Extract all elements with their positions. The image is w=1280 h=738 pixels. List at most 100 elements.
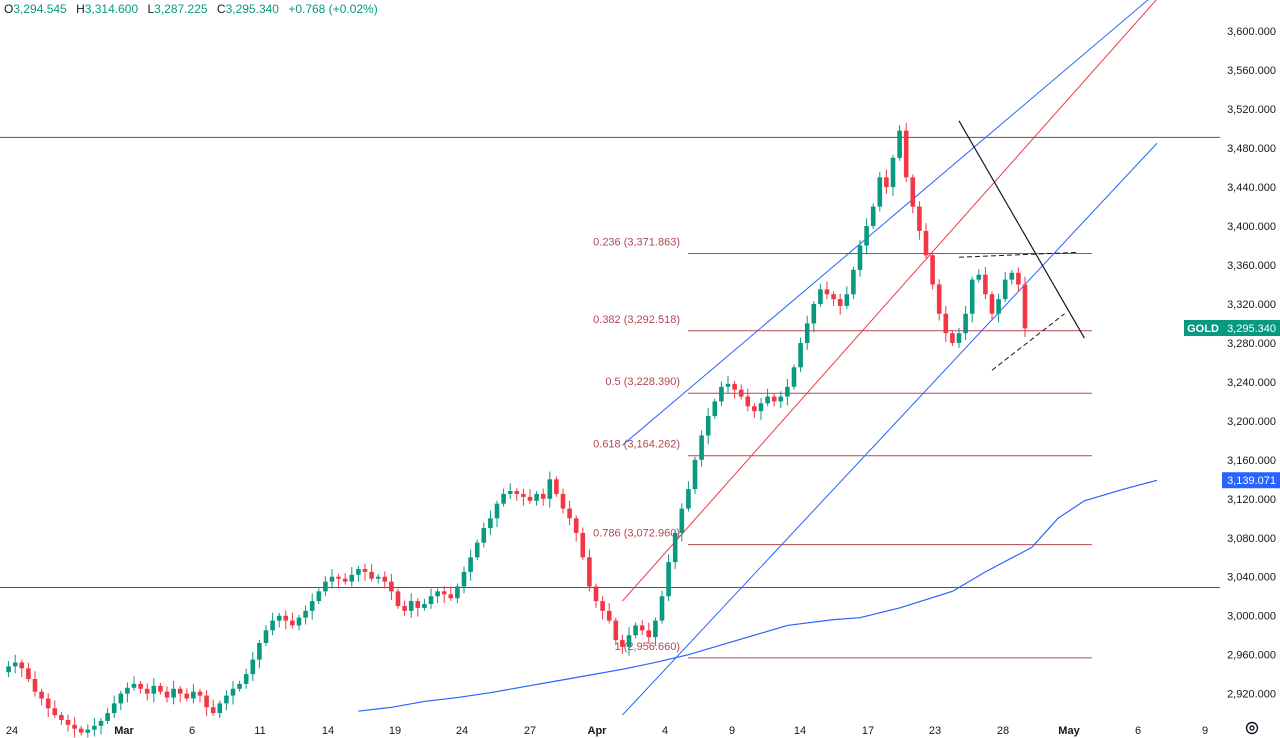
- candle: [204, 690, 209, 717]
- candle-body: [408, 601, 414, 611]
- last-price-badge-box: [1222, 320, 1280, 337]
- candle: [917, 201, 922, 240]
- candle: [593, 583, 599, 608]
- candle-body: [468, 557, 473, 572]
- candle: [276, 612, 282, 628]
- candle: [283, 610, 289, 630]
- candle: [375, 573, 381, 584]
- candle: [158, 682, 163, 695]
- candle: [910, 174, 916, 214]
- candle: [19, 659, 25, 678]
- candle: [98, 718, 104, 735]
- last-price-badge-symbol-box: [1184, 320, 1222, 337]
- candle-body: [210, 707, 216, 714]
- candle: [501, 488, 506, 507]
- candle: [567, 500, 572, 526]
- candle: [606, 603, 612, 624]
- candle-body: [864, 226, 869, 246]
- x-tick-label: 4: [662, 725, 668, 737]
- candle-body: [560, 493, 566, 509]
- candle: [59, 712, 64, 725]
- high-label: H: [76, 2, 85, 16]
- candle: [1016, 267, 1021, 292]
- candle-body: [659, 596, 665, 621]
- y-tick-label: 3,560.000: [1227, 65, 1276, 77]
- candle: [461, 566, 467, 594]
- candle: [111, 695, 117, 718]
- candle-body: [494, 503, 500, 519]
- candle-body: [158, 685, 163, 692]
- candle: [435, 588, 440, 604]
- candle-body: [78, 728, 84, 733]
- candle-body: [692, 459, 698, 490]
- candle-body: [402, 605, 407, 611]
- candle: [672, 529, 678, 569]
- candle: [699, 430, 704, 467]
- candle-body: [283, 615, 289, 621]
- high-value: 3,314.600: [84, 2, 139, 16]
- candle: [210, 699, 216, 717]
- candle: [12, 654, 18, 674]
- candle-body: [969, 279, 975, 314]
- candle-body: [521, 493, 526, 497]
- candle-body: [1009, 272, 1015, 280]
- candle: [712, 398, 718, 419]
- candle-body: [276, 615, 282, 621]
- candle-body: [52, 708, 58, 716]
- candles-layer: [6, 122, 1028, 738]
- candle-body: [534, 493, 539, 501]
- candle: [758, 397, 764, 420]
- candle: [791, 364, 797, 390]
- candle-body: [263, 630, 269, 643]
- candle-body: [26, 668, 31, 680]
- candle: [626, 627, 632, 656]
- candle: [171, 680, 176, 705]
- x-tick-label: Apr: [588, 725, 608, 737]
- candle-body: [224, 695, 229, 704]
- candle: [903, 122, 909, 183]
- candle: [824, 281, 830, 300]
- candle-body: [587, 557, 592, 587]
- ma-price-badge-value: 3,139.071: [1227, 475, 1276, 487]
- candle: [600, 595, 605, 620]
- candle: [527, 489, 533, 504]
- candle: [705, 408, 711, 445]
- candle: [415, 598, 421, 617]
- settings-gear-icon[interactable]: [1244, 720, 1260, 736]
- candle-body: [428, 596, 434, 605]
- candle-body: [666, 562, 671, 597]
- channel-lower-line: [622, 142, 1158, 716]
- channel-upper-line: [622, 0, 1149, 446]
- candle: [323, 576, 328, 597]
- candle-body: [633, 625, 638, 636]
- candle-body: [719, 386, 724, 402]
- y-tick-label: 3,360.000: [1227, 260, 1276, 272]
- candle-body: [857, 245, 863, 270]
- candle-body: [329, 576, 335, 582]
- candle: [362, 563, 368, 581]
- low-value: 3,287.225: [154, 2, 208, 16]
- candle: [224, 690, 229, 711]
- candle: [237, 680, 242, 692]
- candle: [177, 685, 183, 703]
- candle-body: [943, 313, 949, 334]
- candle: [818, 284, 823, 307]
- candle-body: [257, 642, 262, 660]
- candle: [468, 549, 473, 581]
- triangle-lower-dashed-line: [991, 313, 1065, 371]
- candle: [1009, 269, 1015, 285]
- candle-body: [507, 491, 513, 494]
- y-tick-label: 3,320.000: [1227, 299, 1276, 311]
- candle: [290, 612, 295, 629]
- candle: [870, 203, 876, 229]
- candle-body: [897, 130, 902, 158]
- candle-body: [580, 532, 586, 558]
- candle-body: [540, 493, 546, 499]
- candle: [811, 301, 817, 333]
- candle: [441, 586, 447, 604]
- candle: [72, 717, 77, 738]
- candle: [679, 503, 685, 542]
- candle: [92, 718, 97, 737]
- y-tick-label: 3,000.000: [1227, 611, 1276, 623]
